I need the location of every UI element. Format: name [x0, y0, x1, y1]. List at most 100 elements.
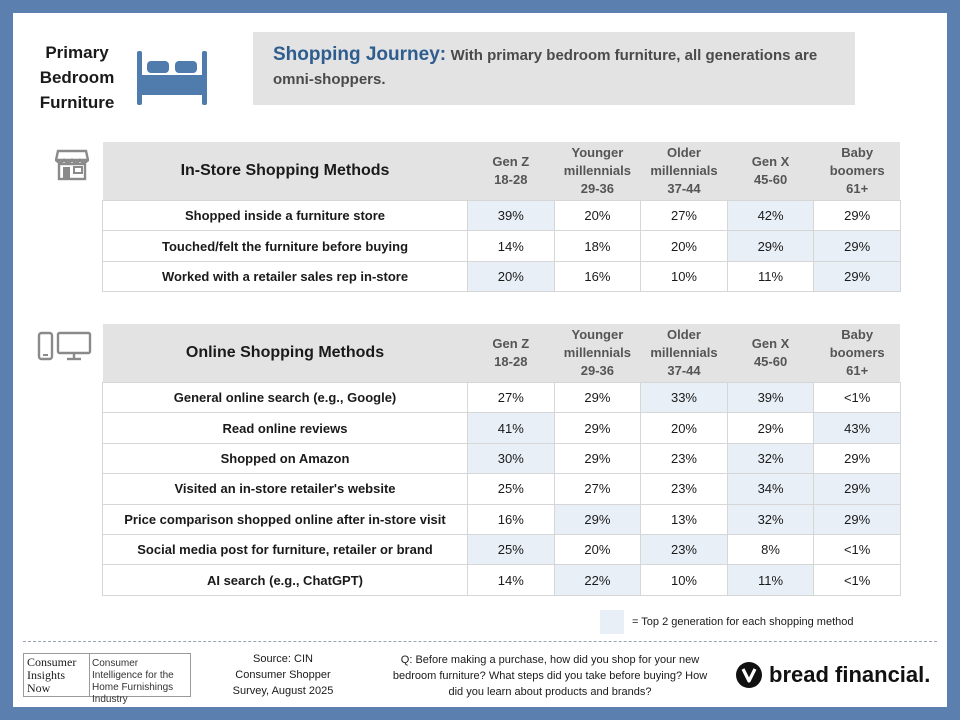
generation-header-line1: Older: [667, 327, 701, 342]
value-cell-top2: 32%: [726, 442, 815, 475]
value-cell: 27%: [553, 473, 642, 505]
value-cell-top2: 39%: [467, 199, 555, 232]
cin-logo-wordmark: Consumer Insights Now: [24, 654, 90, 696]
value-cell: 20%: [553, 533, 642, 566]
value-cell: 29%: [813, 442, 901, 475]
category-title: Primary Bedroom Furniture: [29, 40, 125, 115]
value-cell: 18%: [553, 230, 642, 262]
value-cell: 14%: [467, 230, 555, 262]
table-row: General online search (e.g., Google) 27% 2…: [102, 381, 901, 414]
generation-header: Older millennials 37-44: [640, 324, 728, 383]
value-cell: 20%: [553, 199, 642, 232]
table-row: Worked with a retailer sales rep in-stor…: [102, 260, 901, 293]
generation-header: Gen X 45-60: [727, 324, 814, 383]
value-cell: 10%: [640, 564, 728, 596]
generation-header-line3: 61+: [846, 181, 869, 196]
generation-header-line3: 18-28: [494, 172, 528, 187]
generation-header-line1: Baby: [841, 327, 874, 342]
value-cell-top2: 30%: [467, 442, 555, 475]
method-label: General online search (e.g., Google): [102, 381, 468, 414]
generation-header-line2: boomers: [829, 163, 885, 178]
value-cell: 14%: [467, 564, 555, 596]
value-cell-top2: 33%: [640, 381, 728, 414]
generation-header-line1: Baby: [841, 145, 874, 160]
generation-header: Gen Z 18-28: [467, 324, 555, 383]
generation-header: Baby boomers 61+: [813, 142, 901, 201]
method-label: Touched/felt the furniture before buying: [102, 230, 468, 262]
method-label: Social media post for furniture, retaile…: [102, 533, 468, 566]
value-cell: 10%: [640, 260, 728, 293]
value-cell: 25%: [467, 473, 555, 505]
generation-header-line2: Gen X: [751, 154, 790, 169]
value-cell-top2: 29%: [553, 503, 642, 535]
value-cell: 23%: [640, 442, 728, 475]
generation-header-line1: Younger: [571, 145, 624, 160]
value-cell: 27%: [640, 199, 728, 232]
table-header-row: In-Store Shopping Methods Gen Z 18-28 Young…: [102, 142, 901, 201]
value-cell: 20%: [640, 412, 728, 444]
generation-header-line2: Gen Z: [492, 336, 530, 351]
generation-header-line2: Gen X: [751, 336, 790, 351]
value-cell-top2: 29%: [813, 473, 901, 505]
table-row: Price comparison shopped online after in…: [102, 503, 901, 535]
generation-header-line1: Older: [667, 145, 701, 160]
table-row: Visited an in-store retailer's website 25…: [102, 473, 901, 505]
cin-logo-tagline: Consumer Intelligence for the Home Furni…: [92, 658, 174, 705]
value-cell-top2: 29%: [726, 230, 815, 262]
generation-header-line2: millennials: [563, 345, 631, 360]
source-line-1: Source: CIN: [253, 653, 313, 665]
value-cell: 16%: [467, 503, 555, 535]
value-cell-top2: 34%: [726, 473, 815, 505]
category-line-1: Primary: [45, 43, 109, 62]
generation-header-line3: 29-36: [580, 181, 615, 196]
value-cell: 23%: [640, 473, 728, 505]
value-cell: 29%: [553, 412, 642, 444]
category-line-2: Bedroom: [39, 68, 115, 87]
generation-header-line3: 29-36: [580, 363, 615, 378]
method-label: Read online reviews: [102, 412, 468, 444]
category-line-3: Furniture: [39, 93, 115, 112]
value-cell: 20%: [640, 230, 728, 262]
table-row: Shopped on Amazon 30% 29% 23% 32% 29%: [102, 442, 901, 475]
generation-header-line3: 45-60: [753, 354, 788, 369]
value-cell-top2: 42%: [726, 199, 815, 232]
cin-logo-line-3: Now: [27, 681, 51, 695]
value-cell-top2: 32%: [726, 503, 815, 535]
generation-header: Gen Z 18-28: [467, 142, 555, 201]
generation-header-line2: boomers: [829, 345, 885, 360]
generation-header: Younger millennials 29-36: [554, 324, 641, 383]
table-row: AI search (e.g., ChatGPT) 14% 22% 10% 11% <1%: [102, 564, 901, 596]
generation-header-line3: 18-28: [494, 354, 528, 369]
generation-header-line3: 37-44: [667, 181, 701, 196]
value-cell: 13%: [640, 503, 728, 535]
value-cell: 8%: [726, 533, 815, 566]
method-label: Worked with a retailer sales rep in-stor…: [102, 260, 468, 293]
in-store-table: In-Store Shopping Methods Gen Z 18-28 Young…: [102, 142, 901, 293]
value-cell-top2: 43%: [813, 412, 901, 444]
value-cell-top2: 29%: [813, 260, 901, 293]
cin-logo-line-1: Consumer: [27, 655, 77, 669]
value-cell-top2: 20%: [467, 260, 555, 293]
generation-header: Baby boomers 61+: [813, 324, 901, 383]
section-title: In-Store Shopping Methods: [102, 142, 468, 201]
generation-header: Older millennials 37-44: [640, 142, 728, 201]
survey-question: Q: Before making a purchase, how did you…: [392, 654, 708, 698]
value-cell: 16%: [553, 260, 642, 293]
value-cell: 29%: [813, 199, 901, 232]
cin-logo-line-2: Insights: [27, 668, 66, 682]
value-cell-top2: 39%: [726, 381, 815, 414]
legend-swatch: [600, 610, 624, 634]
legend-text: = Top 2 generation for each shopping met…: [632, 616, 854, 628]
bread-logo-icon: [736, 662, 762, 688]
generation-header-line2: millennials: [650, 345, 718, 360]
value-cell: <1%: [813, 533, 901, 566]
generation-header-line3: 37-44: [667, 363, 701, 378]
devices-icon: [37, 331, 92, 361]
method-label: Visited an in-store retailer's website: [102, 473, 468, 505]
value-cell-top2: 22%: [553, 564, 642, 596]
source-line-2: Consumer Shopper: [235, 669, 331, 681]
value-cell: 29%: [553, 381, 642, 414]
value-cell: <1%: [813, 381, 901, 414]
bread-financial-logo: bread financial.: [769, 662, 931, 687]
value-cell: 29%: [726, 412, 815, 444]
